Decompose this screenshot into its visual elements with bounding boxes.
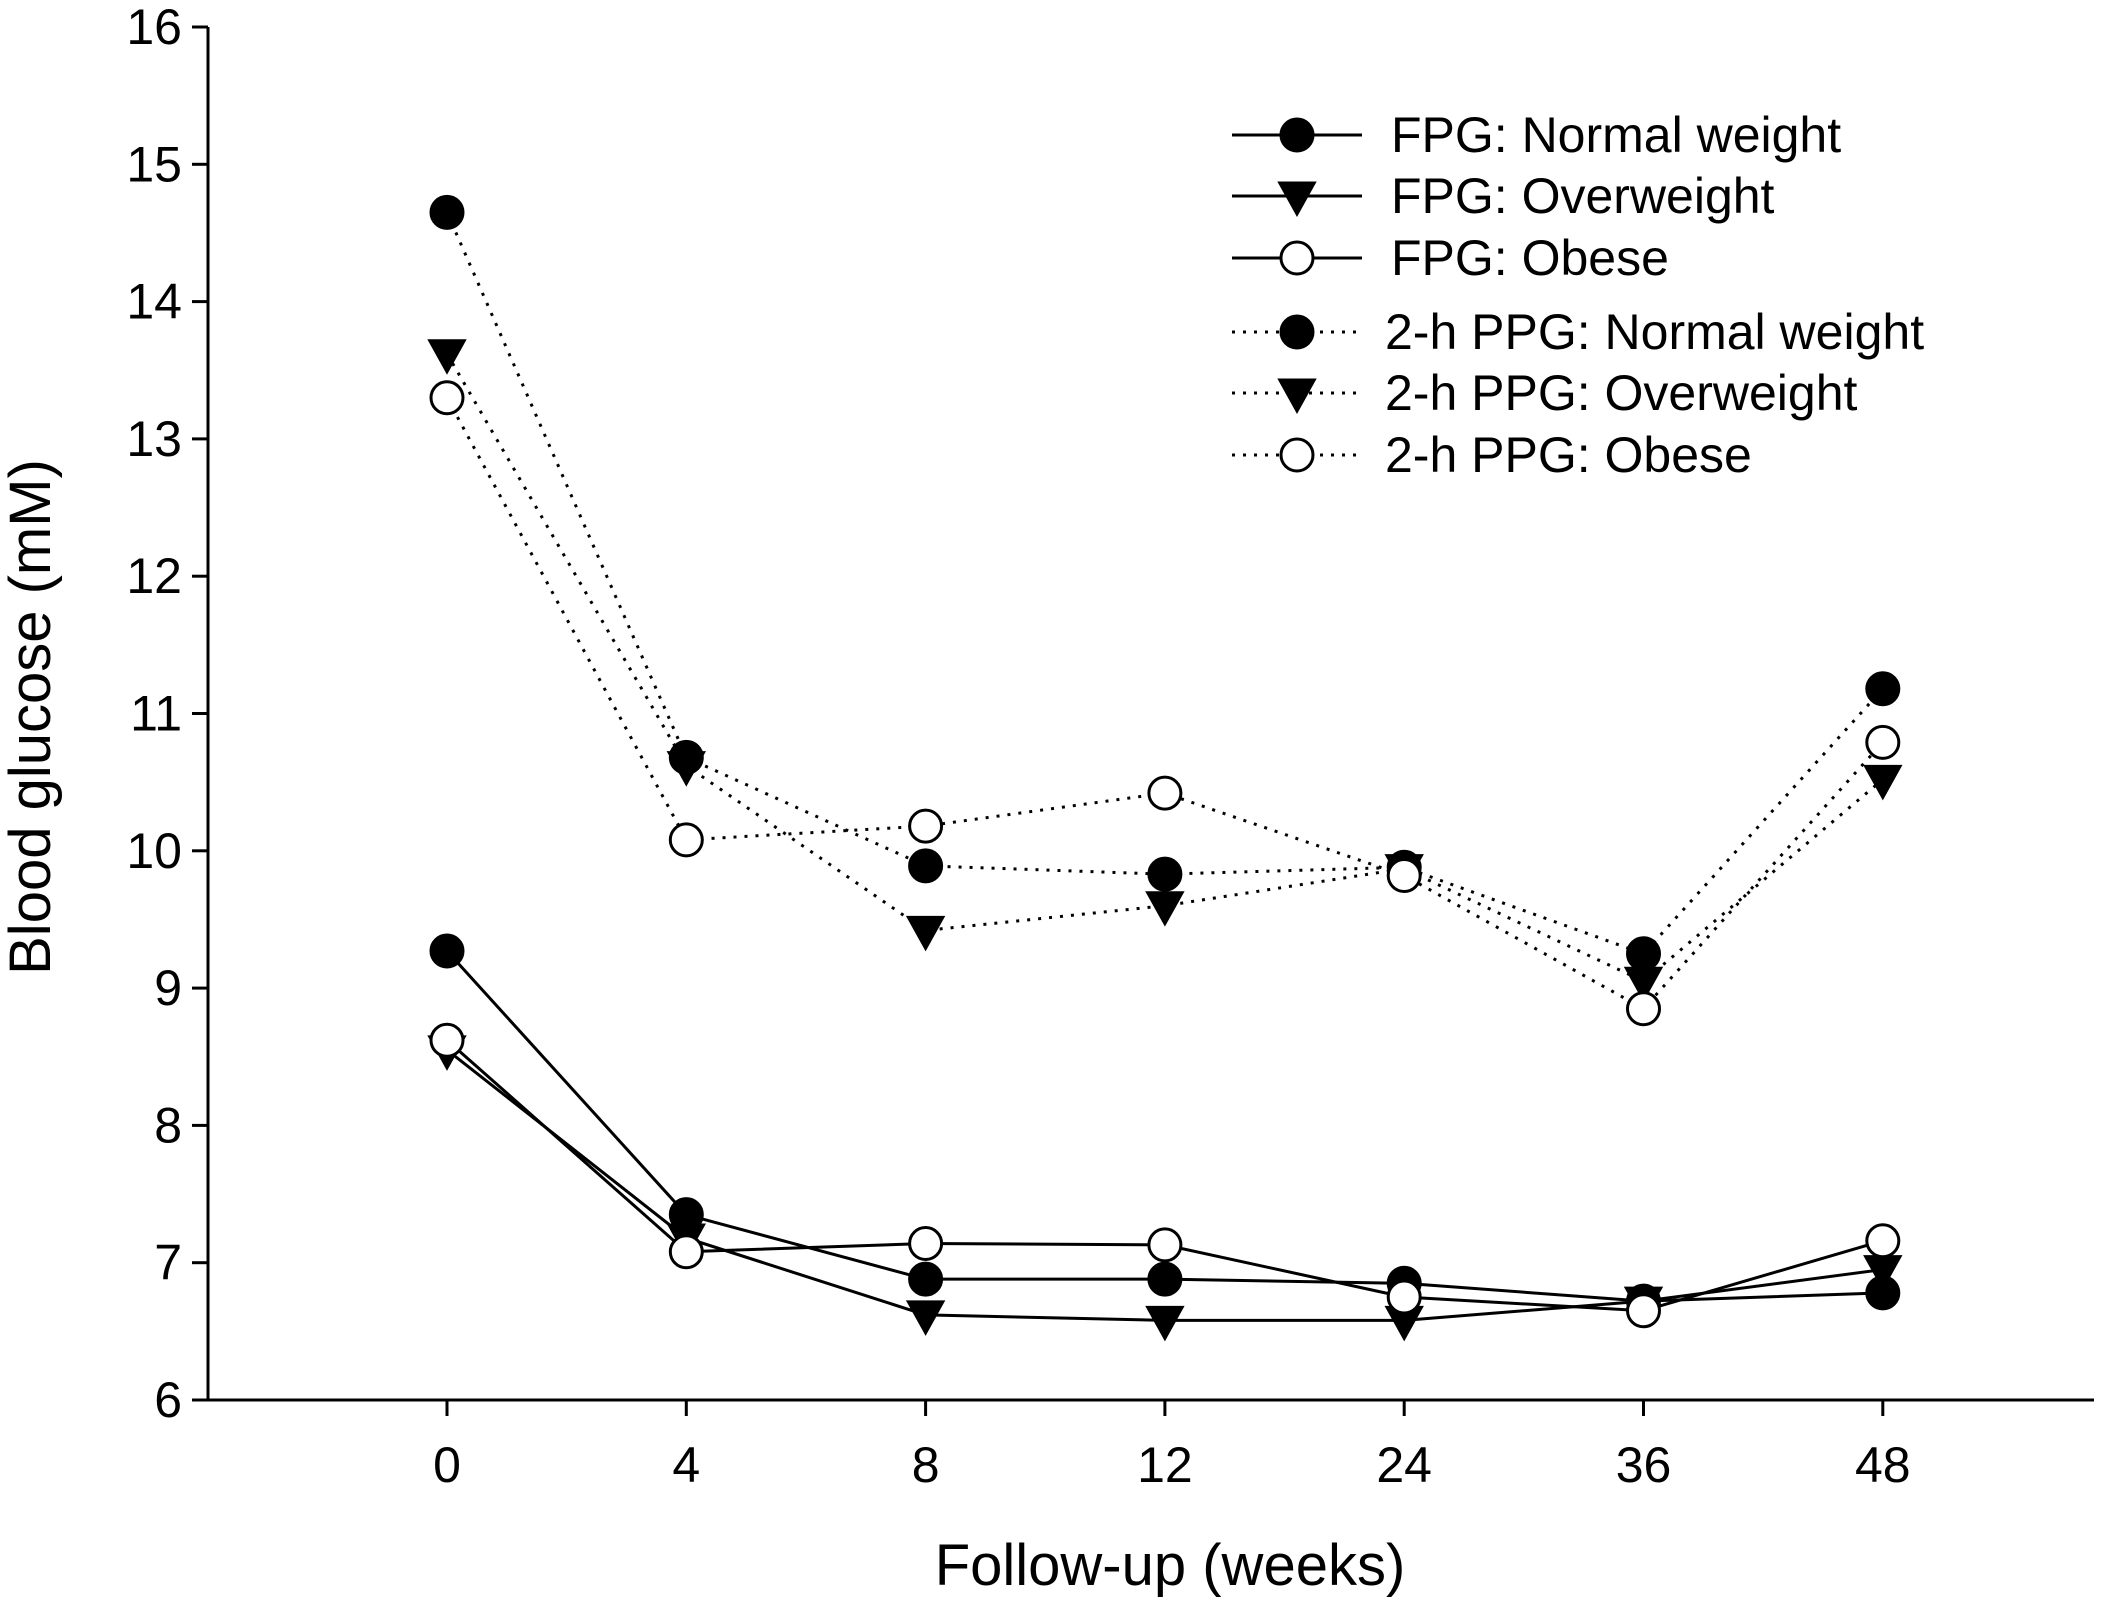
data-point — [1865, 1223, 1901, 1259]
y-tick-label: 16 — [126, 0, 182, 55]
legend-label: 2-h PPG: Normal weight — [1385, 304, 1924, 360]
legend-label: FPG: Overweight — [1391, 168, 1775, 224]
data-point — [1147, 1261, 1183, 1297]
y-tick-label: 14 — [126, 274, 182, 330]
y-tick-label: 7 — [154, 1235, 182, 1291]
legend-marker — [1277, 378, 1317, 414]
x-axis-title: Follow-up (weeks) — [935, 1533, 1406, 1598]
legend-entry: 2-h PPG: Overweight — [1232, 365, 1858, 421]
data-point — [1865, 671, 1901, 707]
x-tick-label: 48 — [1855, 1437, 1911, 1493]
data-point — [429, 1022, 465, 1058]
data-point — [1147, 856, 1183, 892]
legend-label: 2-h PPG: Overweight — [1385, 365, 1858, 421]
data-point — [908, 808, 944, 844]
data-point — [908, 1261, 944, 1297]
data-point — [905, 915, 946, 952]
data-point — [427, 339, 467, 375]
data-point — [1145, 891, 1185, 927]
legend-entry: 2-h PPG: Obese — [1232, 427, 1752, 483]
series-layer — [427, 194, 1903, 1342]
data-point — [1386, 858, 1422, 894]
data-point — [905, 1300, 946, 1336]
data-point — [666, 751, 706, 787]
series-2-h-ppg-obese — [429, 380, 1901, 1027]
x-tick-label: 0 — [433, 1437, 461, 1493]
x-tick-label: 4 — [672, 1437, 700, 1493]
data-point — [429, 194, 465, 230]
legend-entry: FPG: Obese — [1232, 230, 1669, 286]
series-fpg-obese — [429, 1022, 1901, 1329]
data-point — [1145, 1305, 1185, 1342]
legend-entry: FPG: Overweight — [1232, 168, 1775, 224]
data-point — [1147, 775, 1183, 811]
y-axis-title: Blood glucose (mM) — [0, 459, 63, 975]
y-tick-label: 8 — [154, 1097, 182, 1153]
legend-label: FPG: Normal weight — [1391, 107, 1841, 163]
data-point — [1623, 966, 1664, 1003]
y-tick-label: 9 — [154, 960, 182, 1016]
data-point — [1863, 764, 1903, 801]
data-point — [908, 1225, 944, 1261]
data-point — [668, 1234, 704, 1270]
x-tick-label: 8 — [912, 1437, 940, 1493]
legend-entry: FPG: Normal weight — [1232, 107, 1841, 163]
y-tick-label: 15 — [126, 136, 182, 192]
y-tick-label: 10 — [126, 823, 182, 879]
data-point — [1626, 991, 1661, 1027]
data-point — [908, 848, 944, 884]
legend-label: 2-h PPG: Obese — [1385, 427, 1752, 483]
y-tick-label: 12 — [126, 548, 182, 604]
legend-marker — [1279, 314, 1315, 350]
data-point — [429, 933, 465, 969]
data-point — [1386, 1279, 1422, 1315]
data-point — [1626, 1293, 1661, 1329]
y-tick-label: 6 — [154, 1372, 182, 1428]
data-point — [668, 822, 704, 858]
x-tick-label: 36 — [1616, 1437, 1672, 1493]
y-tick-label: 13 — [126, 411, 182, 467]
x-tick-label: 12 — [1137, 1437, 1193, 1493]
legend-marker — [1279, 117, 1315, 153]
legend-marker — [1277, 181, 1317, 217]
data-point — [429, 380, 465, 416]
legend-label: FPG: Obese — [1391, 230, 1669, 286]
x-tick-label: 24 — [1376, 1437, 1432, 1493]
data-point — [1626, 936, 1661, 972]
data-point — [1147, 1227, 1183, 1263]
y-tick-label: 11 — [130, 686, 182, 742]
legend-entry: 2-h PPG: Normal weight — [1232, 304, 1924, 360]
legend-marker — [1279, 437, 1315, 473]
data-point — [1865, 724, 1901, 760]
legend-marker — [1279, 240, 1315, 276]
